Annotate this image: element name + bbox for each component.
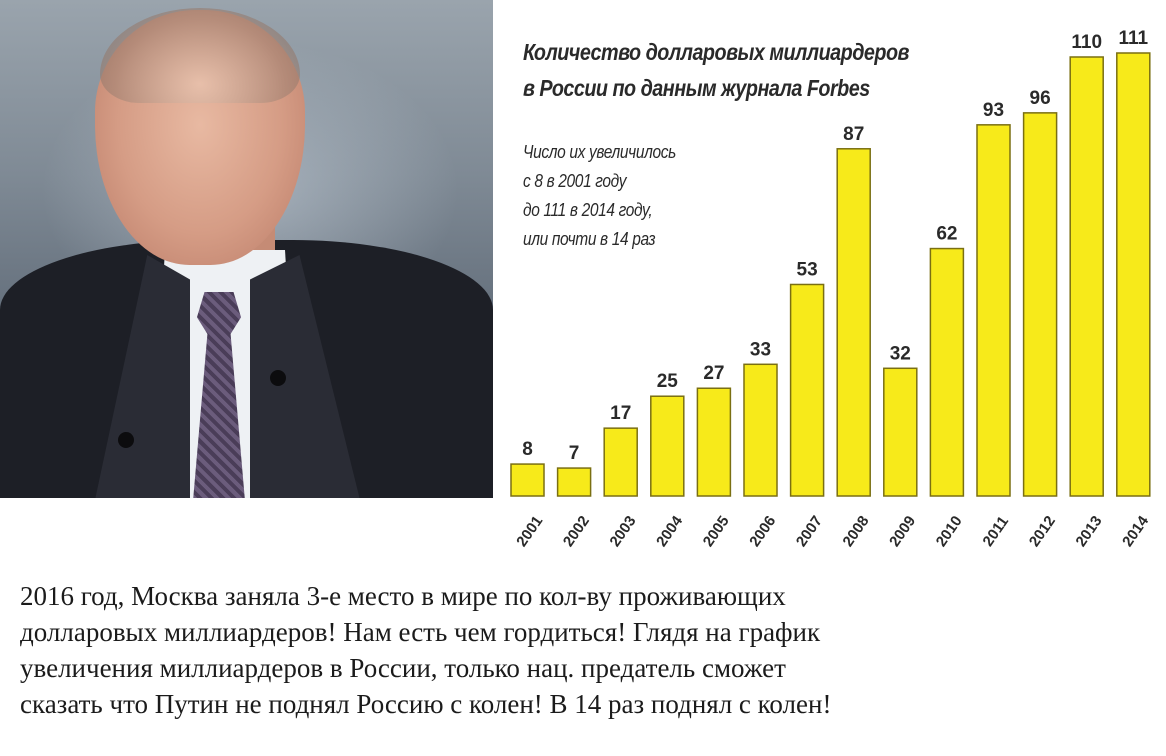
chart-annotation: Число их увеличилось с 8 в 2001 году до … — [523, 138, 729, 254]
caption-line: долларовых миллиардеров! Нам есть чем го… — [20, 617, 821, 647]
x-tick-label-2009: 2009 — [886, 513, 919, 550]
hair — [100, 8, 300, 103]
data-label-2002: 7 — [569, 443, 580, 464]
bar-2004 — [650, 395, 685, 497]
data-label-2008: 87 — [843, 124, 864, 145]
chart-title-line: в России по данным журнала Forbes — [523, 75, 870, 101]
data-label-2006: 33 — [750, 339, 771, 360]
portrait-photo — [0, 0, 493, 498]
x-tick-label-2006: 2006 — [746, 513, 779, 550]
data-label-2013: 110 — [1071, 32, 1102, 53]
x-tick-label-2014: 2014 — [1119, 512, 1152, 550]
data-label-2003: 17 — [610, 403, 631, 424]
data-label-2012: 96 — [1030, 88, 1051, 109]
bar-2011 — [976, 124, 1011, 497]
caption-line: сказать что Путин не поднял Россию с кол… — [20, 689, 832, 719]
caption-text: 2016 год, Москва заняла 3-е место в мире… — [20, 578, 1160, 722]
data-label-2009: 32 — [890, 343, 911, 364]
x-tick-label-2012: 2012 — [1026, 513, 1059, 550]
data-label-2004: 25 — [657, 371, 679, 392]
x-tick-label-2002: 2002 — [560, 513, 593, 550]
chart-title-line: Количество долларовых миллиардеров — [523, 39, 909, 65]
caption-line: 2016 год, Москва заняла 3-е место в мире… — [20, 581, 786, 611]
bar-2007 — [789, 283, 825, 497]
x-tick-label-2003: 2003 — [606, 513, 639, 550]
x-tick-label-2013: 2013 — [1072, 513, 1105, 550]
x-tick-label-2010: 2010 — [933, 513, 966, 550]
bar-2008 — [836, 148, 871, 497]
bar-2006 — [743, 363, 778, 497]
bar-2002 — [556, 467, 592, 497]
bar-2003 — [603, 427, 638, 497]
x-tick-label-2001: 2001 — [513, 513, 546, 550]
x-tick-label-2011: 2011 — [980, 513, 1013, 549]
data-label-2014: 111 — [1118, 28, 1148, 49]
data-label-2005: 27 — [703, 363, 724, 384]
x-tick-label-2005: 2005 — [700, 513, 733, 550]
data-label-2010: 62 — [936, 224, 957, 245]
bar-2001 — [510, 463, 545, 497]
x-tick-label-2007: 2007 — [793, 513, 826, 550]
chart-title: Количество долларовых миллиардеров в Рос… — [523, 34, 919, 106]
bar-2005 — [696, 387, 732, 497]
bar-2009 — [883, 367, 918, 497]
bar-2013 — [1069, 56, 1104, 497]
chart-plot-area: 8 2001 7 2002 17 2003 25 2004 27 2005 33 2006 53 2007… — [510, 28, 1153, 550]
bar-2012 — [1022, 112, 1058, 497]
bar-2010 — [929, 247, 965, 497]
data-label-2001: 8 — [522, 439, 533, 460]
x-tick-label-2004: 2004 — [653, 512, 686, 550]
annotation-line: с 8 в 2001 году — [523, 171, 627, 191]
bar-2014 — [1116, 52, 1151, 497]
data-label-2011: 93 — [983, 100, 1004, 121]
billionaires-bar-chart: Количество долларовых миллиардеров в Рос… — [493, 0, 1166, 560]
data-label-2007: 53 — [797, 259, 818, 280]
annotation-line: или почти в 14 раз — [523, 229, 656, 249]
x-tick-label-2008: 2008 — [839, 513, 872, 550]
lapel-microphone-icon — [270, 370, 286, 386]
annotation-line: Число их увеличилось — [523, 142, 676, 162]
lapel-microphone-icon — [118, 432, 134, 448]
annotation-line: до 111 в 2014 году, — [523, 200, 653, 220]
caption-line: увеличения миллиардеров в России, только… — [20, 653, 786, 683]
